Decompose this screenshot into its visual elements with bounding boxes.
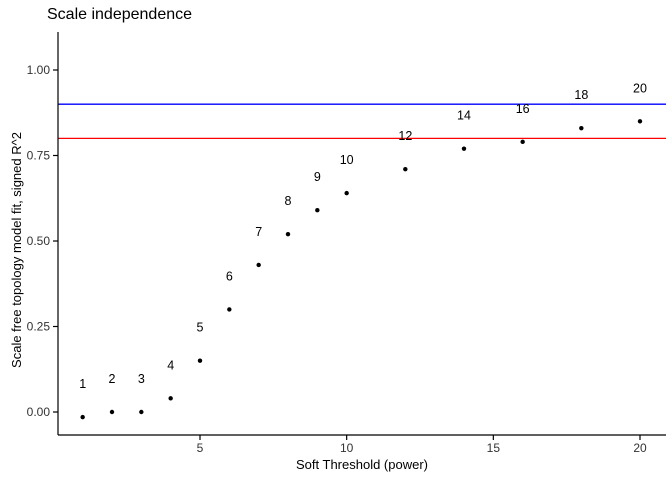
- point-label-16: 16: [516, 102, 530, 116]
- data-point-6: [227, 307, 232, 312]
- point-label-4: 4: [167, 358, 174, 372]
- point-label-14: 14: [457, 109, 471, 123]
- data-point-4: [168, 396, 173, 401]
- data-point-14: [461, 146, 467, 151]
- y-tick-label: 0.50: [27, 234, 51, 248]
- data-point-16: [520, 139, 525, 145]
- x-tick-label: 5: [197, 441, 204, 455]
- x-tick-label: 20: [633, 441, 647, 455]
- y-tick-label: 0.75: [27, 149, 51, 163]
- x-tick-label: 10: [340, 441, 354, 455]
- y-tick-label: 1.00: [27, 63, 51, 77]
- data-point-2: [109, 409, 115, 415]
- point-label-1: 1: [79, 377, 86, 391]
- data-point-9: [315, 208, 320, 213]
- point-label-5: 5: [197, 321, 204, 335]
- chart-title: Scale independence: [47, 6, 193, 23]
- point-label-12: 12: [398, 129, 412, 143]
- data-point-12: [403, 166, 408, 172]
- y-tick-label: 0.00: [27, 405, 51, 419]
- data-point-5: [197, 358, 203, 363]
- x-axis-title: Soft Threshold (power): [296, 457, 428, 472]
- data-point-3: [139, 409, 144, 415]
- data-point-18: [579, 125, 584, 131]
- point-label-18: 18: [574, 88, 588, 102]
- point-label-20: 20: [633, 81, 647, 95]
- y-tick-label: 0.25: [27, 320, 51, 334]
- data-point-1: [80, 414, 85, 420]
- y-axis-title: Scale free topology model fit, signed R^…: [9, 132, 24, 368]
- x-tick-label: 15: [487, 441, 501, 455]
- data-point-10: [344, 190, 349, 196]
- data-point-7: [256, 262, 261, 268]
- point-label-10: 10: [340, 153, 354, 167]
- data-point-8: [285, 231, 291, 237]
- point-label-8: 8: [285, 194, 292, 208]
- point-label-3: 3: [138, 372, 145, 386]
- point-label-7: 7: [255, 225, 262, 239]
- point-label-9: 9: [314, 170, 321, 184]
- data-point-20: [637, 119, 643, 124]
- point-label-2: 2: [109, 372, 116, 386]
- point-label-6: 6: [226, 269, 233, 283]
